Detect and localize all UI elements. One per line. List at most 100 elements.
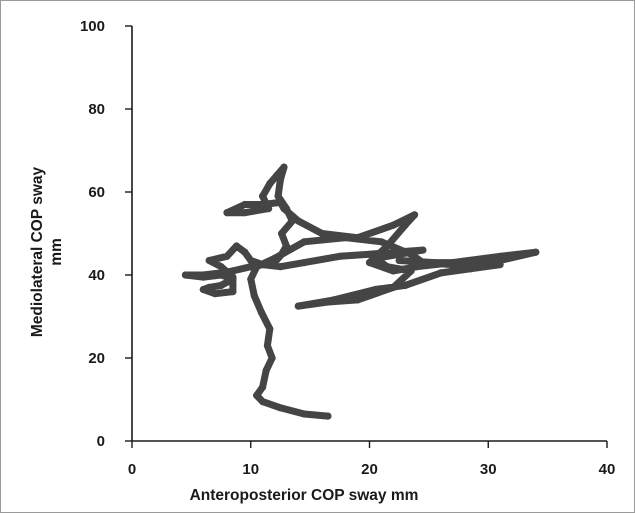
- data-point: [247, 256, 255, 265]
- data-point: [217, 281, 225, 289]
- x-tick-label: 10: [242, 461, 259, 478]
- data-point: [354, 296, 362, 304]
- data-point: [232, 242, 241, 250]
- data-point: [229, 273, 237, 281]
- data-point: [389, 267, 397, 275]
- y-tick-label: 20: [88, 350, 105, 367]
- data-point: [389, 221, 397, 229]
- data-point: [389, 248, 397, 256]
- y-tick-label: 60: [88, 184, 105, 201]
- y-tick-label: 100: [80, 18, 105, 35]
- data-point: [229, 281, 237, 289]
- data-point: [265, 205, 273, 213]
- x-tick-label: 0: [128, 461, 136, 478]
- data-point: [354, 234, 362, 242]
- data-point: [532, 248, 540, 256]
- data-point: [247, 275, 255, 283]
- data-point: [282, 205, 290, 213]
- data-point: [250, 292, 258, 300]
- data-point: [276, 263, 284, 271]
- data-point: [259, 383, 267, 391]
- data-point: [274, 192, 282, 200]
- data-point: [268, 354, 276, 362]
- y-tick-label: 80: [88, 101, 105, 118]
- data-point: [288, 217, 296, 225]
- data-point: [365, 259, 374, 267]
- data-point: [241, 209, 249, 217]
- data-point: [266, 325, 274, 333]
- data-point: [205, 256, 213, 265]
- data-point: [294, 302, 302, 310]
- data-point: [278, 250, 286, 258]
- data-point: [217, 263, 225, 271]
- axes: [125, 25, 608, 448]
- data-point: [383, 263, 391, 271]
- data-point: [280, 163, 288, 171]
- data-point: [371, 254, 379, 262]
- data-point: [342, 234, 350, 242]
- data-point: [407, 267, 415, 275]
- y-axis-label-line-1: Mediolateral COP sway: [29, 166, 46, 337]
- data-point: [217, 271, 225, 279]
- x-tick-label: 30: [480, 461, 497, 478]
- data-point: [419, 246, 427, 254]
- data-point: [282, 242, 290, 250]
- data-point: [270, 259, 279, 267]
- data-point: [413, 263, 421, 271]
- data-point: [336, 252, 344, 260]
- data-point: [401, 281, 409, 289]
- data-point: [241, 200, 249, 209]
- data-point: [431, 259, 439, 267]
- data-point: [300, 238, 308, 246]
- sway-path: [181, 163, 540, 420]
- y-tick-label: 40: [88, 267, 105, 284]
- data-point: [371, 285, 379, 294]
- data-point: [330, 296, 338, 304]
- data-point: [276, 198, 284, 206]
- data-point: [241, 248, 249, 256]
- data-point: [466, 265, 474, 273]
- data-point: [259, 192, 267, 200]
- data-point: [411, 211, 419, 219]
- y-tick-label: 0: [97, 433, 105, 450]
- data-point: [324, 298, 332, 306]
- data-point: [276, 176, 284, 184]
- data-point: [389, 283, 397, 291]
- data-point: [223, 209, 231, 217]
- data-point: [449, 259, 457, 267]
- data-point: [211, 290, 219, 298]
- data-point: [181, 271, 189, 279]
- data-point: [199, 285, 207, 294]
- data-point: [262, 366, 270, 374]
- x-tick-label: 40: [599, 461, 616, 478]
- data-point: [266, 180, 274, 188]
- data-point: [324, 412, 332, 420]
- data-point: [229, 288, 237, 296]
- data-point: [407, 250, 415, 258]
- data-point: [253, 263, 261, 271]
- x-tick-label: 20: [361, 461, 378, 478]
- sway-trace: [181, 163, 540, 420]
- data-point: [205, 283, 213, 291]
- data-point: [300, 259, 308, 267]
- data-point: [263, 342, 271, 350]
- tick-labels: 0 10 20 30 40 0 20 40 60 80 100: [80, 18, 615, 478]
- data-point: [257, 308, 265, 316]
- data-point: [496, 252, 504, 260]
- y-axis-label-line-2: mm: [48, 238, 65, 266]
- x-axis-label: Anteroposterior COP sway mm: [190, 487, 419, 504]
- data-point: [294, 217, 302, 225]
- data-point: [496, 261, 504, 269]
- data-point: [395, 250, 403, 258]
- data-point: [377, 238, 385, 246]
- data-point: [472, 259, 480, 267]
- data-point: [229, 267, 237, 275]
- data-point: [253, 391, 261, 399]
- data-point: [395, 256, 403, 265]
- data-point: [247, 263, 255, 271]
- data-point: [318, 229, 326, 238]
- data-point: [278, 229, 286, 238]
- data-point: [223, 252, 231, 260]
- data-point: [365, 250, 374, 258]
